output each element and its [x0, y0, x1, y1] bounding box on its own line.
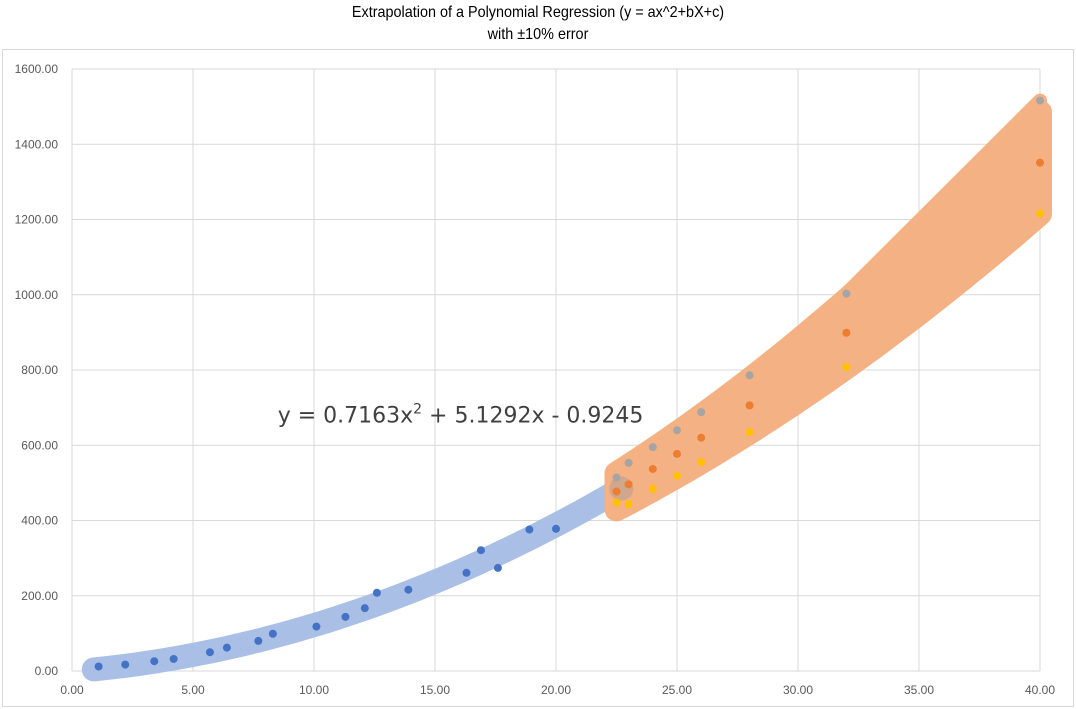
grid-lines — [71, 68, 1041, 672]
trendline-equation: y = 0.7163x2 + 5.1292x - 0.9245 — [278, 402, 644, 429]
observed-point — [169, 654, 178, 663]
observed-point — [552, 524, 560, 533]
observed-point — [462, 568, 471, 577]
observed-point — [312, 622, 321, 631]
chart-title-block: Extrapolation of a Polynomial Regression… — [54, 2, 1022, 46]
y-tick-label: 1200.00 — [15, 213, 59, 227]
upper-point — [697, 408, 706, 417]
upper-error-band — [609, 93, 1047, 485]
observed-point — [341, 612, 350, 621]
data-points — [94, 96, 1044, 671]
y-tick-label: 400.00 — [21, 514, 58, 528]
observed-point — [254, 636, 263, 645]
x-tick-label: 5.00 — [181, 683, 205, 697]
lower-point — [697, 458, 706, 467]
x-tick-label: 20.00 — [541, 683, 571, 697]
observed-point — [476, 546, 485, 555]
x-tick-label: 40.00 — [1025, 683, 1055, 697]
x-tick-label: 30.00 — [783, 683, 813, 697]
equation-suffix: + 5.1292x - 0.9245 — [422, 404, 643, 429]
observed-point — [372, 588, 381, 597]
lower-point — [1036, 209, 1044, 218]
predicted-point — [673, 449, 681, 458]
trend-bands — [81, 93, 1052, 682]
lower-error-band — [609, 206, 1047, 511]
predicted-point — [612, 487, 621, 496]
lower-point — [624, 499, 633, 508]
y-tick-label: 1400.00 — [15, 137, 59, 151]
lower-point — [648, 484, 657, 493]
lower-point — [673, 471, 681, 480]
predicted-point — [745, 401, 754, 410]
upper-point — [648, 443, 657, 452]
y-tick-label: 1000.00 — [15, 288, 59, 302]
lower-point — [745, 428, 754, 437]
y-tick-labels: 0.00 200.00 400.00 600.00 800.00 1000.00 1200.… — [15, 62, 59, 678]
upper-point — [673, 426, 681, 435]
x-tick-label: 35.00 — [904, 683, 934, 697]
x-tick-label: 15.00 — [420, 683, 450, 697]
observed-point — [268, 629, 277, 638]
lower-point — [842, 362, 851, 371]
upper-point — [745, 371, 754, 380]
upper-point — [1036, 96, 1044, 105]
predicted-point — [1036, 158, 1044, 167]
predicted-point — [842, 328, 851, 337]
observed-point — [222, 643, 231, 652]
chart-area-border — [2, 49, 1074, 707]
predicted-point — [624, 480, 633, 489]
y-tick-label: 600.00 — [21, 438, 58, 452]
observed-point — [525, 525, 534, 534]
junction-marker — [609, 476, 634, 501]
equation-prefix: y = 0.7163x — [278, 404, 413, 429]
y-tick-label: 200.00 — [21, 589, 58, 603]
upper-point — [624, 458, 633, 467]
lower-point — [612, 498, 621, 507]
x-tick-label: 10.00 — [299, 683, 329, 697]
y-tick-label: 1600.00 — [15, 62, 59, 76]
upper-point — [612, 473, 621, 482]
equation-superscript: 2 — [413, 402, 422, 418]
observed-point — [360, 604, 369, 613]
observed-trend-band — [81, 479, 629, 682]
x-tick-label: 0.00 — [60, 683, 84, 697]
y-tick-label: 800.00 — [21, 363, 58, 377]
chart-title: Extrapolation of a Polynomial Regression… — [351, 4, 725, 21]
predicted-point — [697, 433, 706, 442]
chart-subtitle: with ±10% error — [487, 26, 589, 43]
predicted-point — [648, 464, 657, 473]
observed-point — [493, 563, 502, 572]
upper-point — [842, 289, 851, 298]
observed-point — [205, 648, 214, 657]
observed-point — [404, 585, 413, 594]
observed-point — [121, 660, 130, 669]
observed-point — [150, 657, 159, 666]
x-tick-label: 25.00 — [662, 683, 692, 697]
y-tick-label: 0.00 — [35, 664, 59, 678]
x-tick-labels: 0.00 5.00 10.00 15.00 20.00 25.00 30.00 35.00 40… — [60, 683, 1055, 697]
observed-point — [94, 662, 103, 671]
